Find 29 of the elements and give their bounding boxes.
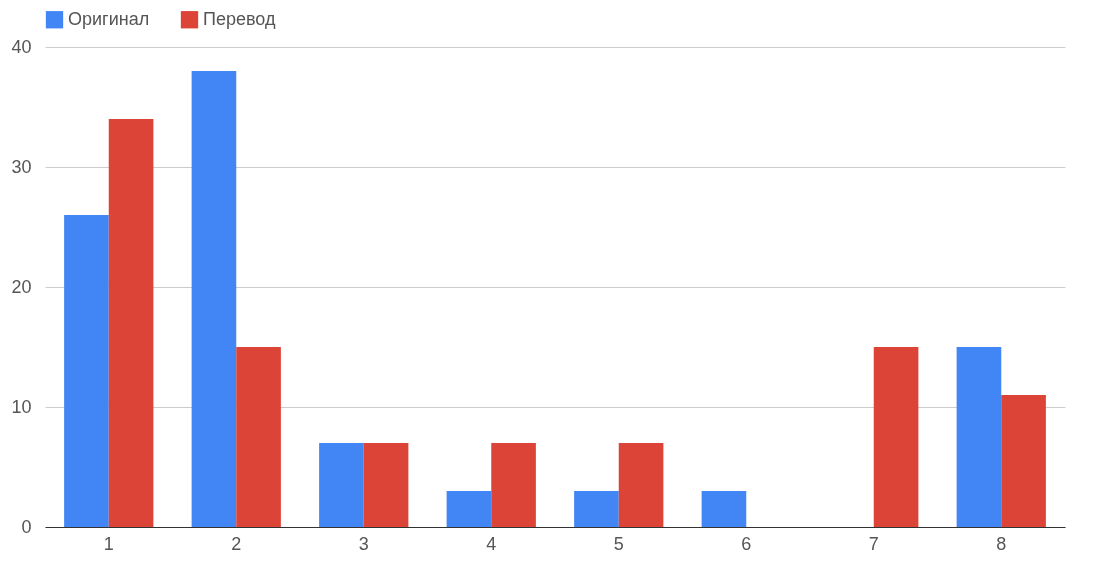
legend-label: Оригинал — [68, 8, 150, 29]
x-tick-label: 1 — [103, 533, 114, 554]
y-tick-label: 10 — [11, 396, 32, 417]
bar — [701, 491, 747, 527]
bar — [1001, 395, 1046, 527]
bar — [574, 491, 619, 527]
y-tick-label: 30 — [11, 156, 32, 177]
x-tick-label: 8 — [996, 533, 1007, 554]
bar — [618, 443, 664, 527]
bar — [956, 347, 1002, 527]
y-tick-label: 20 — [11, 276, 32, 297]
x-tick-label: 6 — [741, 533, 752, 554]
bar — [108, 119, 154, 527]
x-tick-label: 7 — [868, 533, 879, 554]
bar — [236, 347, 281, 527]
x-tick-label: 3 — [358, 533, 369, 554]
y-tick-label: 40 — [11, 36, 32, 57]
x-tick-label: 2 — [231, 533, 242, 554]
bar — [319, 443, 364, 527]
bar — [873, 347, 919, 527]
bar — [491, 443, 536, 527]
x-tick-label: 4 — [486, 533, 497, 554]
legend-label: Перевод — [203, 8, 276, 29]
bar — [191, 71, 237, 527]
bar — [363, 443, 409, 527]
bar — [446, 491, 492, 527]
bar — [64, 215, 109, 527]
y-tick-label: 0 — [21, 516, 32, 537]
x-tick-label: 5 — [613, 533, 624, 554]
